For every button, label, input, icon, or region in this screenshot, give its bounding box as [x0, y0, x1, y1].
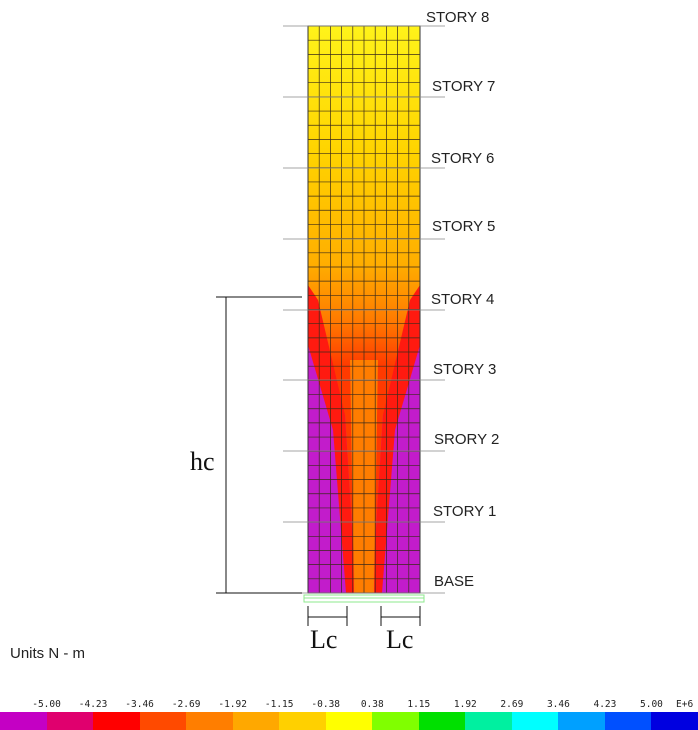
color-swatch [232, 712, 280, 730]
lc-left-label: Lc [310, 625, 337, 654]
story-label: STORY 5 [432, 218, 495, 235]
color-scale-tick-value: -3.46 [125, 699, 154, 710]
color-swatch [465, 712, 512, 730]
hc-dimension: hc [190, 296, 302, 594]
color-scale-tick-value: 3.46 [546, 699, 570, 710]
story-label: STORY 4 [431, 291, 494, 308]
mesh-grid [308, 26, 420, 593]
color-swatch [325, 712, 373, 730]
color-scale-tick-value: 5.00 [640, 699, 663, 710]
story-label: STORY 7 [432, 78, 495, 95]
color-swatch [139, 712, 187, 730]
color-swatch [418, 712, 466, 730]
color-swatch [651, 712, 698, 730]
story-labels: STORY 8 STORY 7 STORY 6 STORY 5 STORY 4 STORY… [426, 9, 499, 590]
color-scale-values: -5.00 -4.23 -3.46 -2.69 -1.92 -1.15 -0.38 0.38 1… [0, 699, 698, 711]
color-swatch [604, 712, 652, 730]
story-label: STORY 3 [433, 361, 496, 378]
story-label: STORY 6 [431, 150, 494, 167]
color-swatch [93, 712, 140, 730]
color-swatch [186, 712, 233, 730]
color-swatch [0, 712, 47, 730]
color-scale-tick-value: -0.38 [311, 699, 341, 710]
color-scale-tick-value: -5.00 [32, 699, 61, 710]
stress-band-left [308, 285, 356, 593]
color-scale-tick-value: 4.23 [593, 699, 617, 710]
color-scale-tick-value: -2.69 [171, 699, 201, 710]
lc-right-dimension: Lc [380, 606, 421, 654]
color-scale-tick-value: 1.92 [453, 699, 477, 710]
shear-wall-mesh [307, 25, 421, 594]
story-level-lines [283, 25, 445, 594]
stress-band-right [372, 285, 420, 593]
color-swatch [46, 712, 94, 730]
color-swatch [511, 712, 559, 730]
color-scale-tick-value: -4.23 [78, 699, 108, 710]
lc-right-label: Lc [386, 625, 413, 654]
color-swatch [279, 712, 326, 730]
color-scale-tick-value: 0.38 [360, 699, 384, 710]
color-scale-bar [0, 712, 698, 730]
base-support [303, 594, 425, 603]
color-scale-exponent: E+6 [676, 699, 694, 710]
color-swatch [372, 712, 419, 730]
story-label: SRORY 2 [434, 431, 499, 448]
story-label: STORY 8 [426, 9, 489, 26]
story-label: STORY 1 [433, 503, 496, 520]
color-swatch [558, 712, 605, 730]
story-label: BASE [434, 573, 474, 590]
hc-label: hc [190, 447, 215, 476]
color-scale-tick-value: 1.15 [407, 699, 431, 710]
color-scale-tick-value: -1.15 [264, 699, 294, 710]
color-scale-tick-value: -1.92 [218, 699, 247, 710]
units-label: Units N - m [10, 645, 85, 662]
color-scale-tick-value: 2.69 [500, 699, 524, 710]
lc-left-dimension: Lc [307, 606, 348, 654]
